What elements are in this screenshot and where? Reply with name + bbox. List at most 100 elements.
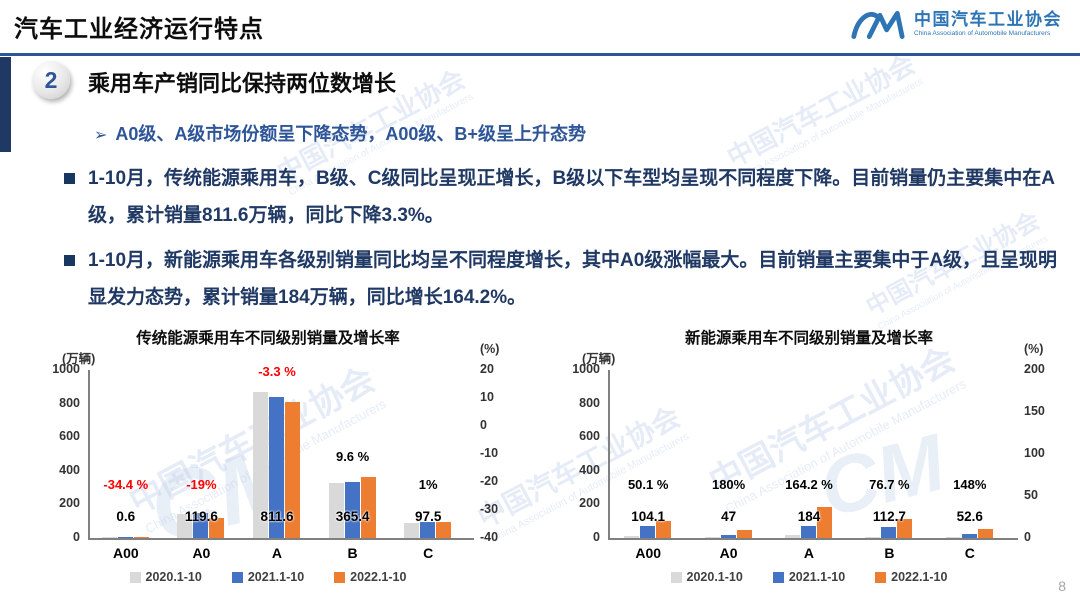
bullet-text: 1-10月，新能源乘用车各级别销量同比均呈不同程度增长，其中A0级涨幅最大。目前… [88,250,1058,309]
section-title: 乘用车产销同比保持两位数增长 [88,71,397,96]
bar-2022.1-10 [656,520,672,538]
growth-label: 50.1 % [627,477,669,492]
bar-2020.1-10 [253,391,268,538]
primary-axis-tick: 600 [579,429,600,444]
legend-label: 2020.1-10 [145,570,202,584]
category-label: B [884,545,895,561]
value-label: 97.5 [415,509,442,524]
highlight-text: A0级、A级市场份额呈下降态势，A00级、B+级呈上升态势 [115,124,586,144]
growth-label: -3.3 % [258,363,296,379]
bar-2020.1-10 [404,523,420,538]
value-label: 104.1 [631,509,666,524]
bar-2022.1-10 [436,521,452,538]
growth-label: 180% [711,477,746,492]
primary-axis-tick: 200 [579,496,600,511]
primary-axis-tick: 800 [579,395,600,410]
legend-item: 2020.1-10 [670,570,743,584]
legend-swatch-icon [670,571,682,583]
secondary-axis-tick: 150 [1024,404,1045,418]
bar-2020.1-10 [945,537,961,538]
growth-label: -34.4 % [103,477,149,492]
growth-label: 148% [953,477,987,492]
legend-item: 2020.1-10 [129,570,202,584]
caam-logo-swoosh-icon [851,10,905,39]
legend-label: 2022.1-10 [891,570,948,584]
legend-swatch-icon [875,571,887,583]
secondary-axis-tick: -20 [480,474,499,488]
y-axis-line [88,370,90,540]
secondary-axis-tick: -10 [480,446,499,460]
bar-2021.1-10 [961,534,977,538]
legend-swatch-icon [772,571,784,583]
legend-swatch-icon [231,571,243,583]
bullet-item: 1-10月，新能源乘用车各级别销量同比均呈不同程度增长，其中A0级涨幅最大。目前… [64,242,1064,316]
value-label: 811.6 [260,509,294,524]
bar-2021.1-10 [881,527,897,538]
chart-new-energy: 新能源乘用车不同级别销量及增长率 (万辆) (%) 2020.1-10 2021.… [556,322,1062,604]
category-label: A0 [192,545,211,561]
arrow-bullet-icon: ➢ [94,127,108,144]
square-bullet-icon [64,173,75,184]
category-label: A00 [112,545,139,561]
bullet-item: 1-10月，传统能源乘用车，B级、C级同比呈现正增长，B级以下车型均呈现不同程度… [64,160,1064,234]
bar-2022.1-10 [285,401,300,538]
primary-axis-tick: 200 [59,496,80,511]
bar-2021.1-10 [720,535,736,538]
org-name-cn: 中国汽车工业协会 [914,10,1062,30]
bar-2022.1-10 [977,529,993,538]
bar-2022.1-10 [360,476,376,538]
value-label: 47 [721,509,737,524]
right-axis-unit: (%) [1024,342,1044,356]
legend-swatch-icon [129,571,141,583]
org-name-en: China Association of Automobile Manufact… [914,30,1051,38]
page-title: 汽车工业经济运行特点 [14,16,264,43]
legend-label: 2022.1-10 [350,570,407,584]
chart-title: 传统能源乘用车不同级别销量及增长率 [136,330,400,347]
secondary-axis-tick: -40 [480,530,499,544]
category-label: A [803,545,815,561]
highlight-line: ➢ A0级、A级市场份额呈下降态势，A00级、B+级呈上升态势 [94,120,586,146]
bar-2021.1-10 [801,526,816,538]
secondary-axis-tick: -30 [480,502,499,516]
x-axis-line [88,538,474,540]
value-label: 365.4 [335,509,370,524]
legend-label: 2021.1-10 [247,570,305,584]
primary-axis-tick: 0 [73,530,80,544]
legend-item: 2022.1-10 [334,570,406,584]
secondary-axis-tick: 10 [480,390,494,404]
legend-label: 2021.1-10 [788,570,846,584]
category-label: C [423,545,434,561]
bar-2020.1-10 [865,536,881,538]
growth-label: 9.6 % [335,448,370,464]
header-bar: 汽车工业经济运行特点 中国汽车工业协会 China Association of… [0,0,1080,56]
category-label: B [347,545,358,561]
legend-label: 2020.1-10 [686,570,743,584]
y-axis-line [608,370,610,540]
left-axis-unit: (万辆) [582,352,616,366]
value-label: 52.6 [956,509,983,524]
value-label: 0.6 [116,509,136,524]
primary-axis-tick: 400 [579,462,600,477]
legend-item: 2021.1-10 [772,570,846,584]
secondary-axis-tick: 0 [480,418,487,432]
bar-2020.1-10 [624,535,640,538]
primary-axis-tick: 800 [59,395,80,410]
secondary-axis-tick: 100 [1024,446,1045,460]
x-axis-line [608,538,1018,540]
value-label: 112.7 [872,509,906,524]
bar-2021.1-10 [193,513,209,538]
secondary-axis-tick: 50 [1024,488,1038,502]
bar-2020.1-10 [785,535,800,538]
category-label: A00 [635,545,662,561]
secondary-axis-tick: 20 [480,362,494,376]
legend-item: 2022.1-10 [875,570,947,584]
bar-2020.1-10 [101,537,117,538]
secondary-axis-tick: 0 [1024,530,1031,544]
legend-item: 2021.1-10 [231,570,305,584]
bullet-text: 1-10月，传统能源乘用车，B级、C级同比呈现正增长，B级以下车型均呈现不同程度… [88,168,1055,227]
chart-traditional-energy: 传统能源乘用车不同级别销量及增长率 (万辆) (%) 2020.1-10 2021… [18,322,518,604]
bar-2022.1-10 [817,507,832,538]
bar-2022.1-10 [736,530,752,538]
growth-label: 164.2 % [785,477,833,492]
